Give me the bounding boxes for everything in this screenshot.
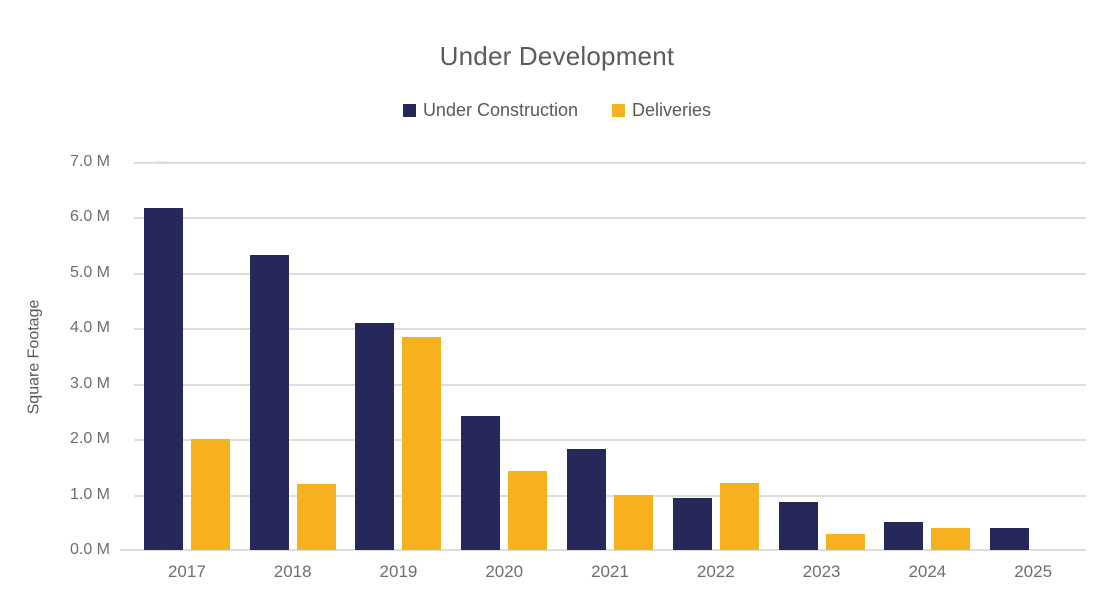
legend-label: Under Construction bbox=[422, 100, 579, 120]
x-axis-tick-label: 2018 bbox=[273, 562, 312, 581]
bar-under-construction-2025[interactable] bbox=[990, 527, 1030, 550]
x-axis-tick-label: 2017 bbox=[167, 562, 206, 581]
chart-legend: Under Construction Deliveries bbox=[0, 101, 1114, 119]
legend-label: Deliveries bbox=[632, 100, 712, 120]
x-axis-tick-label: 2021 bbox=[591, 562, 629, 581]
y-axis-tick-label: 2.0 M bbox=[69, 430, 110, 448]
gridline bbox=[134, 272, 1086, 275]
chart-title: Under Development bbox=[439, 41, 675, 71]
bar-deliveries-2021[interactable] bbox=[614, 494, 654, 550]
bar-under-construction-2017[interactable] bbox=[143, 208, 183, 550]
y-axis-tick-mark bbox=[154, 549, 168, 551]
bar-group-2018 bbox=[240, 162, 346, 550]
bar-under-construction-2024[interactable] bbox=[884, 521, 924, 550]
bar-deliveries-2019[interactable] bbox=[402, 337, 442, 550]
bar-group-2023 bbox=[769, 162, 875, 550]
x-axis-tick-label: 2023 bbox=[802, 562, 841, 581]
x-axis-tick-label: 2025 bbox=[1014, 562, 1053, 581]
bar-deliveries-2018[interactable] bbox=[296, 484, 336, 550]
y-axis-tick-label: 4.0 M bbox=[69, 319, 110, 337]
bar-under-construction-2021[interactable] bbox=[567, 449, 607, 550]
bar-deliveries-2017[interactable] bbox=[190, 439, 230, 550]
bar-under-construction-2023[interactable] bbox=[778, 502, 818, 550]
legend-swatch-icon bbox=[612, 103, 626, 117]
y-axis-tick-label: 0.0 M bbox=[69, 541, 110, 558]
bar-under-construction-2018[interactable] bbox=[249, 254, 289, 550]
bar-group-2019 bbox=[346, 162, 452, 550]
gridline bbox=[134, 494, 1086, 497]
y-axis-tick-mark bbox=[154, 161, 168, 163]
bar-group-2022 bbox=[663, 162, 769, 550]
bars-layer bbox=[134, 162, 1086, 550]
bar-under-construction-2019[interactable] bbox=[355, 323, 395, 550]
y-axis-ticks: 7.0 M 6.0 M 5.0 M 4.0 M 3.0 M 2.0 M 1.0 M 0.0 M bbox=[48, 153, 168, 558]
bar-group-2024 bbox=[874, 162, 980, 550]
gridline bbox=[134, 162, 1086, 164]
x-axis-tick-label: 2019 bbox=[379, 562, 418, 581]
legend-swatch-icon bbox=[402, 103, 416, 117]
x-axis-tick-label: 2022 bbox=[696, 562, 735, 581]
x-axis-labels: 2017 2018 2019 2020 2021 2022 2023 2024 2025 bbox=[134, 562, 1086, 582]
y-axis-tick-label: 6.0 M bbox=[69, 208, 110, 226]
x-axis-tick-label: 2020 bbox=[485, 562, 524, 581]
legend-item-under-construction[interactable]: Under Construction bbox=[402, 100, 579, 120]
gridline bbox=[134, 383, 1086, 386]
bar-group-2025 bbox=[980, 162, 1086, 550]
bar-group-2020 bbox=[451, 162, 557, 550]
bar-under-construction-2020[interactable] bbox=[461, 416, 501, 550]
gridline bbox=[134, 217, 1086, 220]
gridlines bbox=[134, 162, 1086, 550]
y-axis-tick-label: 3.0 M bbox=[69, 374, 110, 392]
y-axis-tick-label: 5.0 M bbox=[69, 263, 110, 281]
x-axis-tick-label: 2024 bbox=[908, 562, 947, 581]
x-axis-baseline bbox=[120, 549, 1086, 551]
bar-deliveries-2022[interactable] bbox=[719, 482, 759, 550]
bar-deliveries-2023[interactable] bbox=[825, 533, 865, 550]
gridline bbox=[134, 328, 1086, 331]
bar-group-2021 bbox=[557, 162, 663, 550]
bar-group-2017 bbox=[134, 162, 240, 550]
bar-deliveries-2024[interactable] bbox=[931, 527, 971, 550]
bar-deliveries-2020[interactable] bbox=[508, 470, 548, 550]
legend-item-deliveries[interactable]: Deliveries bbox=[612, 101, 711, 119]
y-axis-tick-label: 1.0 M bbox=[69, 485, 110, 503]
y-axis-tick-label: 7.0 M bbox=[69, 153, 110, 170]
bar-under-construction-2022[interactable] bbox=[672, 497, 712, 550]
gridline bbox=[134, 439, 1086, 442]
